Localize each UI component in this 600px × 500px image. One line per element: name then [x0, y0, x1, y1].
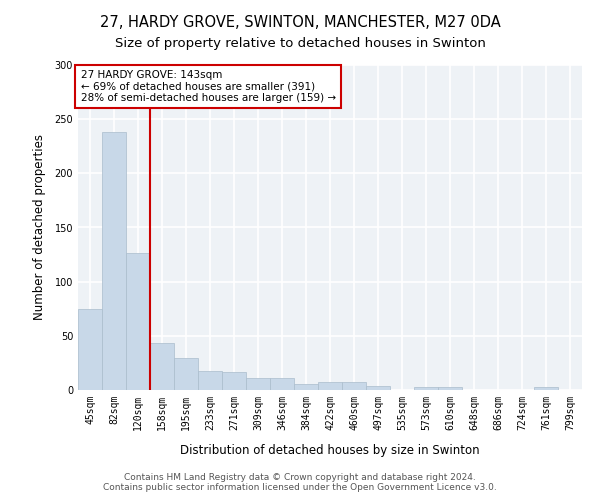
Bar — [366, 386, 390, 390]
Text: Contains HM Land Registry data © Crown copyright and database right 2024.
Contai: Contains HM Land Registry data © Crown c… — [103, 473, 497, 492]
Bar — [150, 344, 174, 390]
Bar — [270, 378, 294, 390]
Text: 27, HARDY GROVE, SWINTON, MANCHESTER, M27 0DA: 27, HARDY GROVE, SWINTON, MANCHESTER, M2… — [100, 15, 500, 30]
Y-axis label: Number of detached properties: Number of detached properties — [33, 134, 46, 320]
Text: 27 HARDY GROVE: 143sqm
← 69% of detached houses are smaller (391)
28% of semi-de: 27 HARDY GROVE: 143sqm ← 69% of detached… — [80, 70, 335, 103]
Bar — [102, 132, 126, 390]
Bar — [318, 382, 342, 390]
Bar — [294, 384, 318, 390]
Bar — [174, 358, 198, 390]
Bar — [222, 372, 246, 390]
Bar — [198, 370, 222, 390]
Bar — [246, 378, 270, 390]
X-axis label: Distribution of detached houses by size in Swinton: Distribution of detached houses by size … — [180, 444, 480, 457]
Bar — [438, 387, 462, 390]
Bar — [414, 387, 438, 390]
Bar — [78, 308, 102, 390]
Bar — [126, 254, 150, 390]
Bar — [342, 382, 366, 390]
Text: Size of property relative to detached houses in Swinton: Size of property relative to detached ho… — [115, 38, 485, 51]
Bar — [534, 387, 558, 390]
